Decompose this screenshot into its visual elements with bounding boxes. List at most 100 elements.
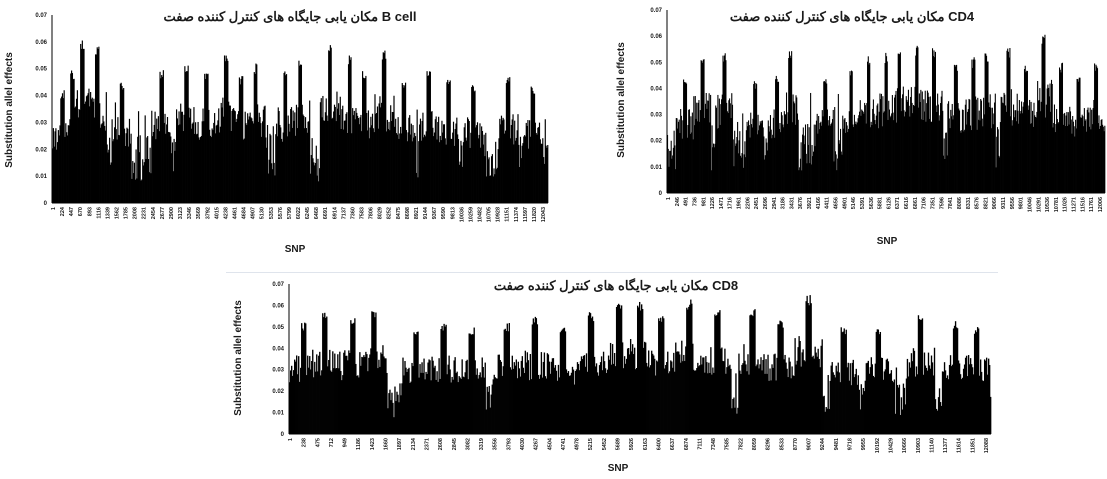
cd8-bar	[432, 360, 434, 434]
cd8-bar	[482, 367, 484, 434]
bcell-bar	[114, 127, 116, 203]
cd8-bar	[426, 373, 428, 434]
cd8-bar	[500, 361, 502, 434]
cd4-bar	[847, 132, 849, 193]
cd8-bar	[434, 365, 436, 434]
bcell-x-tick-label: 9813	[450, 207, 456, 219]
bcell-bar	[214, 113, 216, 203]
bcell-x-tick-label: 9367	[432, 207, 438, 219]
cd4-bar	[912, 113, 914, 193]
cd8-bar	[818, 358, 820, 434]
cd8-bar	[690, 299, 692, 434]
cd4-bar	[1069, 106, 1071, 193]
cd4-bar	[1070, 119, 1072, 193]
bcell-bar	[429, 71, 431, 203]
bcell-bar	[180, 111, 183, 203]
bcell-bar	[72, 79, 74, 203]
bcell-bar	[133, 162, 136, 203]
cd4-bar	[1007, 51, 1009, 194]
cd4-bar	[1021, 101, 1023, 193]
cd4-bar	[867, 61, 869, 193]
cd8-bar	[497, 354, 499, 434]
bcell-x-tick-label: 5353	[269, 207, 275, 219]
bcell-bar	[438, 142, 441, 203]
bcell-x-tick-label: 7583	[360, 207, 366, 219]
cd8-bar	[895, 367, 898, 434]
cd8-y-ticks: 00.010.020.030.040.050.060.07	[272, 282, 284, 438]
cd8-bar	[562, 328, 565, 434]
cd4-x-tick-label: 11271	[1072, 197, 1078, 212]
bcell-bar	[135, 149, 137, 203]
cd4-bar	[1096, 68, 1099, 193]
cd4-bar	[888, 100, 890, 193]
cd8-bar	[776, 357, 778, 434]
bcell-bar	[104, 130, 107, 203]
cd8-bar	[404, 361, 406, 434]
cd4-bar	[690, 116, 692, 193]
cd8-bar	[349, 352, 351, 434]
bcell-bar	[327, 120, 329, 203]
bcell-bar	[114, 102, 117, 203]
cd4-bar	[746, 121, 748, 193]
cd4-bar	[812, 156, 814, 193]
cd4-bar	[1002, 102, 1004, 193]
cd8-bar	[738, 353, 740, 434]
cd4-bar	[1040, 111, 1042, 193]
cd4-bar	[859, 100, 861, 193]
cd4-bar	[712, 143, 715, 193]
bcell-bar	[156, 129, 159, 203]
cd8-bar	[596, 372, 599, 434]
bcell-bar	[528, 120, 531, 203]
cd8-bar	[691, 303, 693, 434]
cd8-bar	[375, 312, 377, 434]
bcell-bar	[370, 116, 372, 203]
bcell-bar	[69, 119, 71, 203]
cd4-bar	[672, 155, 674, 193]
cd4-bar	[729, 103, 731, 193]
cd8-bar	[470, 334, 472, 434]
cd8-x-tick-label: 6637	[670, 438, 676, 450]
cd4-bar	[874, 120, 876, 193]
bcell-bar	[309, 100, 311, 203]
bcell-bar	[61, 93, 64, 203]
bcell-bar	[457, 134, 459, 203]
bcell-bar	[101, 123, 103, 203]
cd8-bar	[956, 328, 959, 434]
bcell-bar	[212, 130, 214, 203]
cd8-bar	[341, 380, 343, 434]
cd8-bar	[335, 368, 337, 434]
bcell-bar	[176, 118, 179, 203]
bcell-bar	[75, 98, 78, 203]
cd4-bar	[721, 99, 723, 193]
bcell-bar	[448, 82, 450, 203]
cd8-bar	[988, 365, 991, 434]
cd4-bar	[904, 116, 906, 193]
cd8-bar	[538, 378, 541, 434]
cd8-bar	[667, 351, 669, 434]
cd4-bar	[747, 126, 749, 193]
bcell-bar	[190, 128, 193, 203]
bcell-bar	[304, 117, 307, 203]
bcell-x-tick-label: 4461	[233, 207, 239, 219]
cd8-bar	[595, 363, 598, 434]
cd8-bar	[891, 380, 894, 434]
bcell-x-tick-label: 9144	[423, 206, 429, 219]
cd4-bar	[926, 90, 928, 193]
bcell-bar	[251, 118, 253, 203]
cd4-bar	[913, 106, 915, 193]
cd4-x-tick-label: 4656	[834, 197, 840, 209]
cd8-bar	[701, 364, 703, 434]
cd8-bar	[848, 380, 850, 434]
bcell-bar	[533, 93, 536, 203]
cd8-bar	[530, 379, 533, 434]
cd8-bar	[883, 371, 886, 434]
bcell-bar	[319, 168, 321, 203]
bcell-bar	[416, 109, 418, 203]
cd8-bar	[413, 332, 415, 434]
bcell-x-tick-label: 6468	[314, 207, 320, 219]
cd4-bar	[799, 167, 801, 193]
bcell-bar	[449, 80, 451, 203]
cd8-x-tick-label: 3082	[465, 438, 471, 450]
cd4-bar	[923, 99, 925, 193]
cd4-x-tick-label: 1226	[710, 197, 716, 209]
